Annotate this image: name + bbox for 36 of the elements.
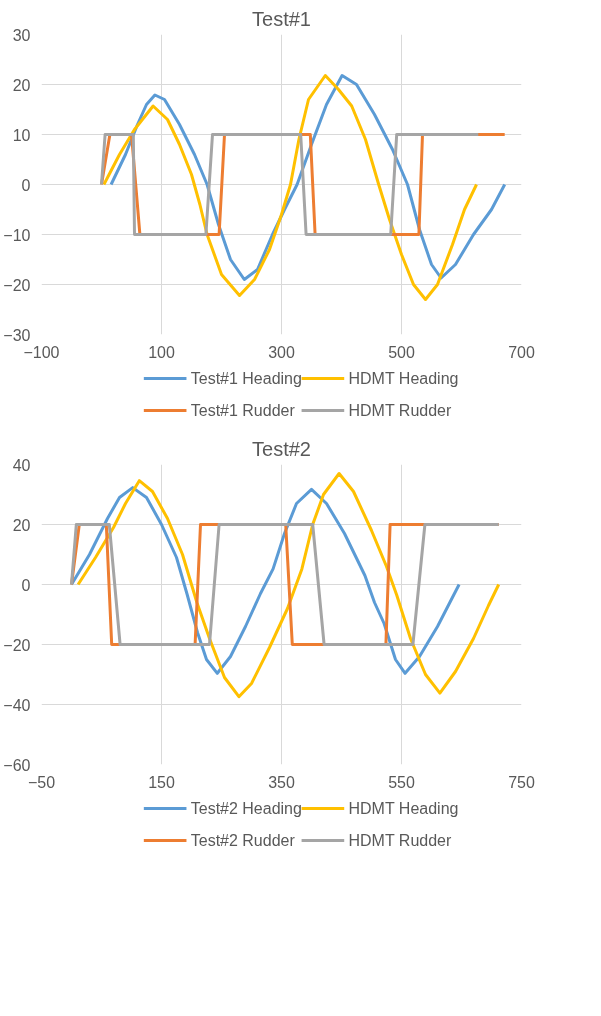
legend-label: HDMT Rudder — [348, 832, 452, 849]
y-tick-label: 40 — [12, 456, 31, 474]
y-tick-label: 0 — [21, 576, 31, 594]
legend-label: Test#2 Heading — [190, 800, 302, 817]
y-tick-label: −20 — [3, 276, 31, 294]
legend-label: Test#1 Rudder — [190, 402, 296, 419]
y-tick-label: −30 — [3, 326, 31, 344]
y-tick-label: −20 — [3, 636, 31, 654]
y-tick-label: 20 — [12, 516, 31, 534]
x-tick-label: −50 — [27, 773, 56, 791]
legend-label: HDMT Heading — [348, 800, 459, 817]
x-tick-label: −100 — [23, 343, 60, 361]
line-series — [70, 486, 461, 675]
chart-title: Test#2 — [252, 437, 311, 460]
x-tick-label: 550 — [388, 773, 415, 791]
legend-label: Test#1 Heading — [190, 370, 302, 387]
y-tick-label: 20 — [12, 76, 31, 94]
line-series — [102, 74, 478, 301]
x-tick-label: 750 — [508, 773, 535, 791]
x-tick-label: 500 — [388, 343, 415, 361]
y-tick-label: −40 — [3, 696, 31, 714]
y-tick-label: 10 — [12, 126, 31, 144]
x-tick-label: 700 — [508, 343, 535, 361]
y-tick-label: −10 — [3, 226, 31, 244]
x-tick-label: 100 — [148, 343, 175, 361]
chart-title: Test#1 — [252, 7, 311, 30]
line-series — [76, 472, 501, 699]
legend-label: HDMT Rudder — [348, 402, 452, 419]
legend-label: HDMT Heading — [348, 370, 459, 387]
x-tick-label: 350 — [268, 773, 295, 791]
y-tick-label: 0 — [21, 176, 31, 194]
x-tick-label: 150 — [148, 773, 175, 791]
x-tick-label: 300 — [268, 343, 295, 361]
y-tick-label: −60 — [3, 756, 31, 774]
y-tick-label: 30 — [12, 26, 31, 44]
legend-label: Test#2 Rudder — [190, 832, 296, 849]
